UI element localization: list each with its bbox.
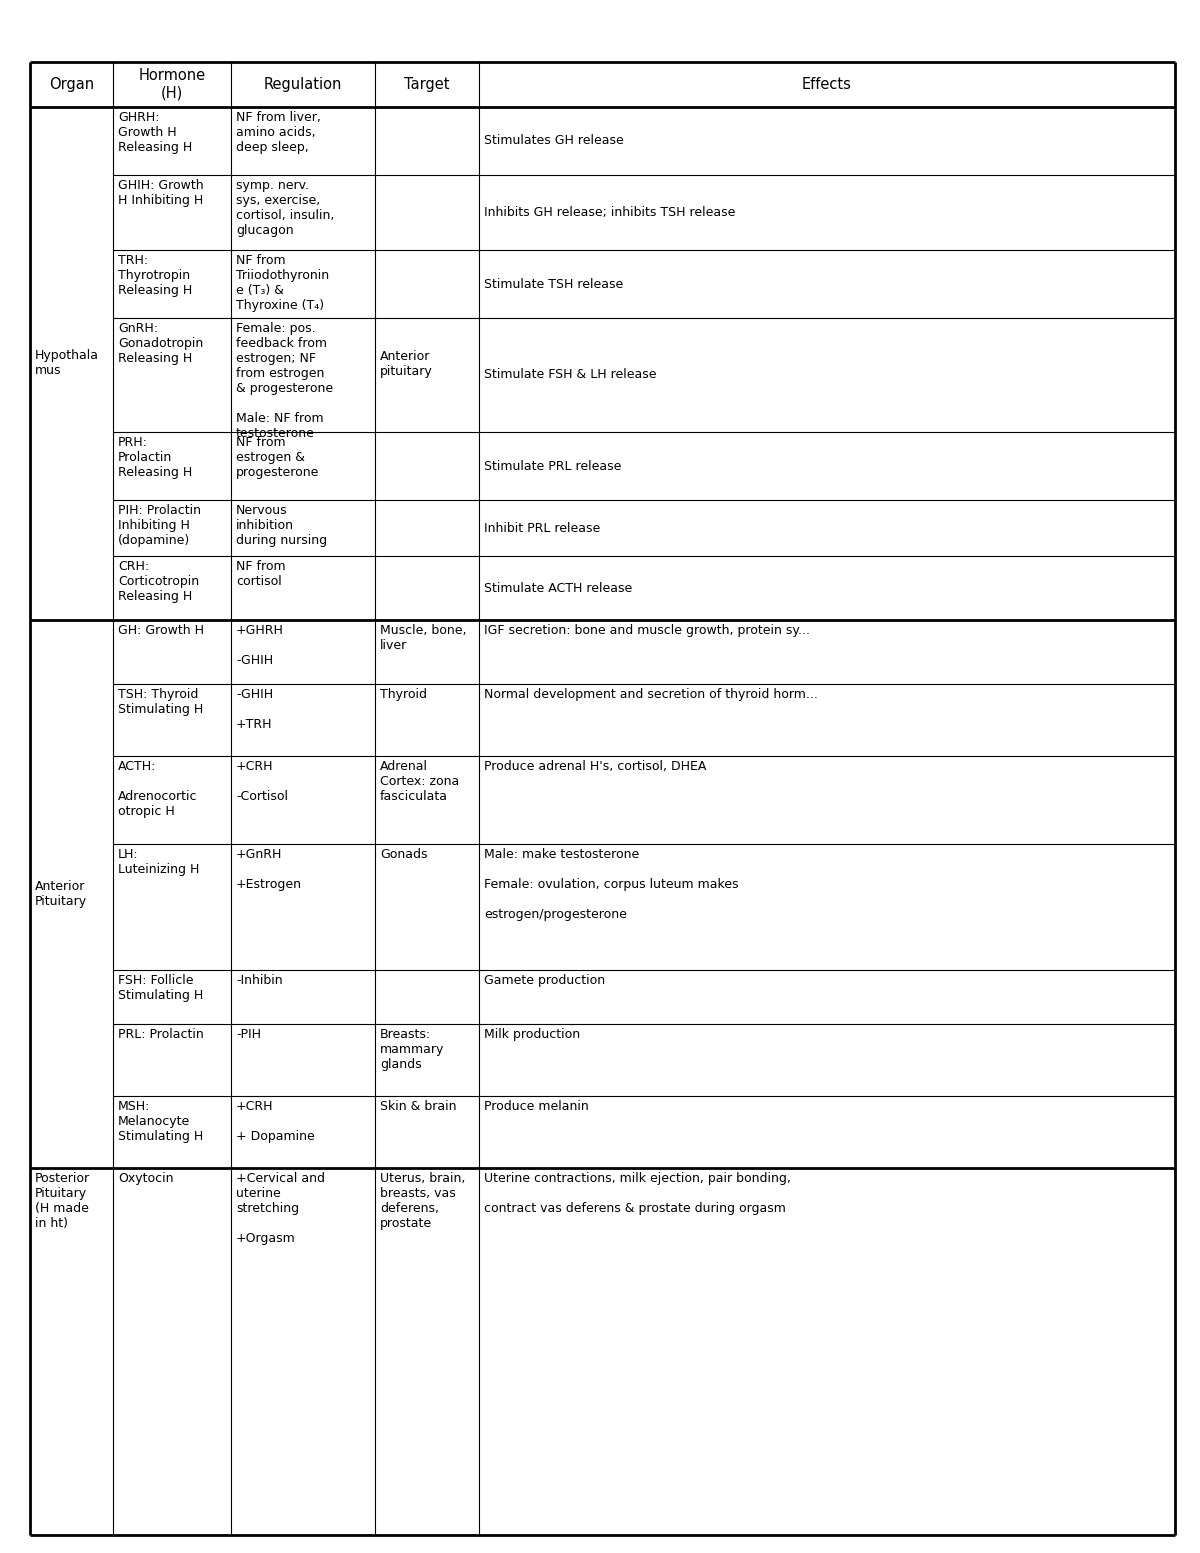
Text: Anterior
pituitary: Anterior pituitary — [380, 349, 433, 377]
Text: symp. nerv.
sys, exercise,
cortisol, insulin,
glucagon: symp. nerv. sys, exercise, cortisol, ins… — [236, 179, 335, 238]
Text: GH: Growth H: GH: Growth H — [118, 624, 204, 637]
Text: GHRH:
Growth H
Releasing H: GHRH: Growth H Releasing H — [118, 110, 192, 154]
Text: Female: pos.
feedback from
estrogen; NF
from estrogen
& progesterone

Male: NF f: Female: pos. feedback from estrogen; NF … — [236, 321, 334, 439]
Text: Muscle, bone,
liver: Muscle, bone, liver — [380, 624, 467, 652]
Text: Inhibit PRL release: Inhibit PRL release — [484, 522, 600, 534]
Text: Uterus, brain,
breasts, vas
deferens,
prostate: Uterus, brain, breasts, vas deferens, pr… — [380, 1173, 466, 1230]
Text: Adrenal
Cortex: zona
fasciculata: Adrenal Cortex: zona fasciculata — [380, 759, 460, 803]
Text: PRL: Prolactin: PRL: Prolactin — [118, 1028, 204, 1041]
Text: +CRH

-Cortisol: +CRH -Cortisol — [236, 759, 288, 803]
Text: Produce melanin: Produce melanin — [484, 1100, 589, 1114]
Text: Thyroid: Thyroid — [380, 688, 427, 700]
Text: +GHRH

-GHIH: +GHRH -GHIH — [236, 624, 284, 666]
Text: Regulation: Regulation — [264, 78, 342, 92]
Text: ACTH:

Adrenocortic
otropic H: ACTH: Adrenocortic otropic H — [118, 759, 198, 818]
Text: Stimulates GH release: Stimulates GH release — [484, 135, 624, 148]
Text: Uterine contractions, milk ejection, pair bonding,

contract vas deferens & pros: Uterine contractions, milk ejection, pai… — [484, 1173, 791, 1214]
Text: TSH: Thyroid
Stimulating H: TSH: Thyroid Stimulating H — [118, 688, 203, 716]
Text: Anterior
Pituitary: Anterior Pituitary — [35, 881, 88, 909]
Text: Normal development and secretion of thyroid horm...: Normal development and secretion of thyr… — [484, 688, 818, 700]
Text: +GnRH

+Estrogen: +GnRH +Estrogen — [236, 848, 302, 891]
Text: PIH: Prolactin
Inhibiting H
(dopamine): PIH: Prolactin Inhibiting H (dopamine) — [118, 505, 202, 547]
Text: Produce adrenal H's, cortisol, DHEA: Produce adrenal H's, cortisol, DHEA — [484, 759, 707, 773]
Text: NF from liver,
amino acids,
deep sleep,: NF from liver, amino acids, deep sleep, — [236, 110, 320, 154]
Text: -PIH: -PIH — [236, 1028, 262, 1041]
Text: Inhibits GH release; inhibits TSH release: Inhibits GH release; inhibits TSH releas… — [484, 207, 736, 219]
Text: Organ: Organ — [49, 78, 94, 92]
Text: Stimulate ACTH release: Stimulate ACTH release — [484, 581, 632, 595]
Text: Hypothala
mus: Hypothala mus — [35, 349, 98, 377]
Text: GnRH:
Gonadotropin
Releasing H: GnRH: Gonadotropin Releasing H — [118, 321, 203, 365]
Text: Stimulate TSH release: Stimulate TSH release — [484, 278, 623, 290]
Text: Oxytocin: Oxytocin — [118, 1173, 174, 1185]
Text: Skin & brain: Skin & brain — [380, 1100, 456, 1114]
Text: Gonads: Gonads — [380, 848, 427, 860]
Text: Effects: Effects — [802, 78, 852, 92]
Text: Target: Target — [404, 78, 450, 92]
Text: LH:
Luteinizing H: LH: Luteinizing H — [118, 848, 199, 876]
Text: -Inhibin: -Inhibin — [236, 974, 283, 988]
Text: Posterior
Pituitary
(H made
in ht): Posterior Pituitary (H made in ht) — [35, 1173, 90, 1230]
Text: PRH:
Prolactin
Releasing H: PRH: Prolactin Releasing H — [118, 436, 192, 478]
Text: -GHIH

+TRH: -GHIH +TRH — [236, 688, 274, 731]
Text: FSH: Follicle
Stimulating H: FSH: Follicle Stimulating H — [118, 974, 203, 1002]
Text: Stimulate FSH & LH release: Stimulate FSH & LH release — [484, 368, 656, 382]
Text: Breasts:
mammary
glands: Breasts: mammary glands — [380, 1028, 444, 1072]
Text: CRH:
Corticotropin
Releasing H: CRH: Corticotropin Releasing H — [118, 561, 199, 603]
Text: Gamete production: Gamete production — [484, 974, 605, 988]
Text: NF from
Triiodothyronin
e (T₃) &
Thyroxine (T₄): NF from Triiodothyronin e (T₃) & Thyroxi… — [236, 255, 329, 312]
Text: Stimulate PRL release: Stimulate PRL release — [484, 460, 622, 472]
Text: Nervous
inhibition
during nursing: Nervous inhibition during nursing — [236, 505, 328, 547]
Text: NF from
estrogen &
progesterone: NF from estrogen & progesterone — [236, 436, 319, 478]
Text: Hormone
(H): Hormone (H) — [138, 68, 205, 101]
Text: IGF secretion: bone and muscle growth, protein sy...: IGF secretion: bone and muscle growth, p… — [484, 624, 810, 637]
Text: +CRH

+ Dopamine: +CRH + Dopamine — [236, 1100, 314, 1143]
Text: +Cervical and
uterine
stretching

+Orgasm: +Cervical and uterine stretching +Orgasm — [236, 1173, 325, 1246]
Text: Male: make testosterone

Female: ovulation, corpus luteum makes

estrogen/proges: Male: make testosterone Female: ovulatio… — [484, 848, 738, 921]
Text: MSH:
Melanocyte
Stimulating H: MSH: Melanocyte Stimulating H — [118, 1100, 203, 1143]
Text: Milk production: Milk production — [484, 1028, 580, 1041]
Text: TRH:
Thyrotropin
Releasing H: TRH: Thyrotropin Releasing H — [118, 255, 192, 297]
Text: GHIH: Growth
H Inhibiting H: GHIH: Growth H Inhibiting H — [118, 179, 204, 207]
Text: NF from
cortisol: NF from cortisol — [236, 561, 286, 589]
